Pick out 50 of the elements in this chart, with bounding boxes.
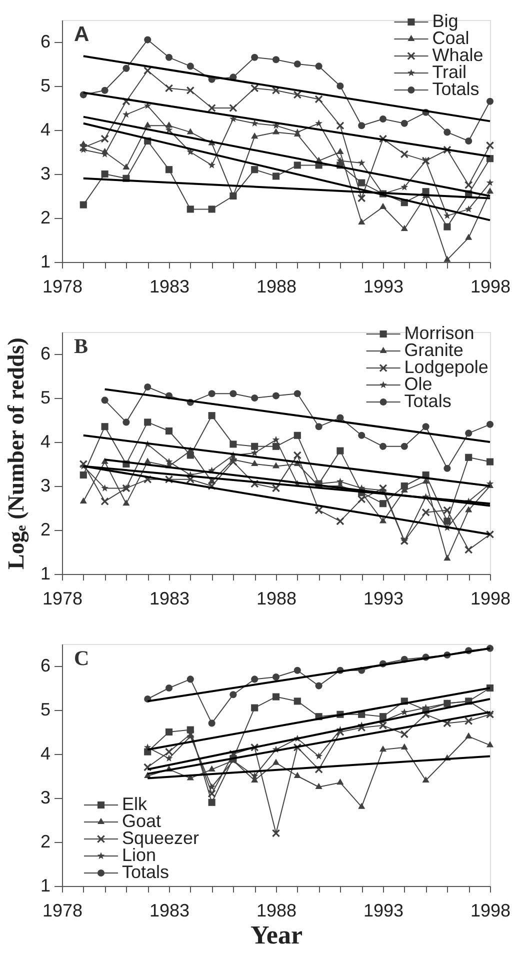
legend-label: Squeezer xyxy=(122,828,200,848)
legend-label: Whale xyxy=(432,45,484,65)
y-tick-label: 3 xyxy=(40,164,50,184)
legend-label: Morrison xyxy=(404,323,474,343)
chart-title: A xyxy=(74,23,90,46)
x-tick-label: 1998 xyxy=(470,588,511,608)
x-tick-label: 1998 xyxy=(470,276,511,296)
x-tick-label: 1983 xyxy=(149,900,190,920)
x-tick-label: 1983 xyxy=(149,276,190,296)
y-tick-label: 4 xyxy=(40,432,50,452)
x-tick-label: 1978 xyxy=(42,276,83,296)
y-tick-label: 2 xyxy=(40,520,50,540)
y-tick-label: 3 xyxy=(40,788,50,808)
legend-label: Totals xyxy=(122,862,170,882)
y-tick-label: 2 xyxy=(40,832,50,852)
y-tick-label: 4 xyxy=(40,744,50,764)
legend-label: Lodgepole xyxy=(404,357,488,377)
legend-label: Goat xyxy=(122,811,162,831)
x-tick-label: 1988 xyxy=(256,900,297,920)
y-tick-label: 5 xyxy=(40,76,50,96)
y-tick-label: 1 xyxy=(40,252,50,272)
y-tick-label: 5 xyxy=(40,388,50,408)
x-tick-label: 1998 xyxy=(470,900,511,920)
legend-label: Ole xyxy=(404,374,432,394)
y-tick-label: 4 xyxy=(40,120,50,140)
x-tick-label: 1993 xyxy=(363,588,404,608)
x-tick-label: 1978 xyxy=(42,588,83,608)
x-tick-label: 1988 xyxy=(256,276,297,296)
y-tick-label: 5 xyxy=(40,700,50,720)
legend-label: Totals xyxy=(432,79,480,99)
legend-label: Totals xyxy=(404,391,452,411)
y-tick-label: 1 xyxy=(40,564,50,584)
y-tick-label: 1 xyxy=(40,876,50,896)
chart-title: B xyxy=(74,334,88,358)
x-tick-label: 1993 xyxy=(363,276,404,296)
x-tick-label: 1993 xyxy=(363,900,404,920)
x-tick-label: 1983 xyxy=(149,588,190,608)
y-axis-title: Logₑ (Number of redds) xyxy=(3,338,30,570)
y-tick-label: 6 xyxy=(40,656,50,676)
y-tick-label: 6 xyxy=(40,32,50,52)
y-tick-label: 2 xyxy=(40,208,50,228)
y-tick-label: 3 xyxy=(40,476,50,496)
legend-label: Elk xyxy=(122,794,148,814)
x-axis-title: Year xyxy=(250,920,302,950)
legend-label: Granite xyxy=(404,340,464,360)
legend-label: Trail xyxy=(432,62,467,82)
y-tick-label: 6 xyxy=(40,344,50,364)
x-tick-label: 1988 xyxy=(256,588,297,608)
chart-title: C xyxy=(74,646,90,670)
x-tick-label: 1978 xyxy=(42,900,83,920)
